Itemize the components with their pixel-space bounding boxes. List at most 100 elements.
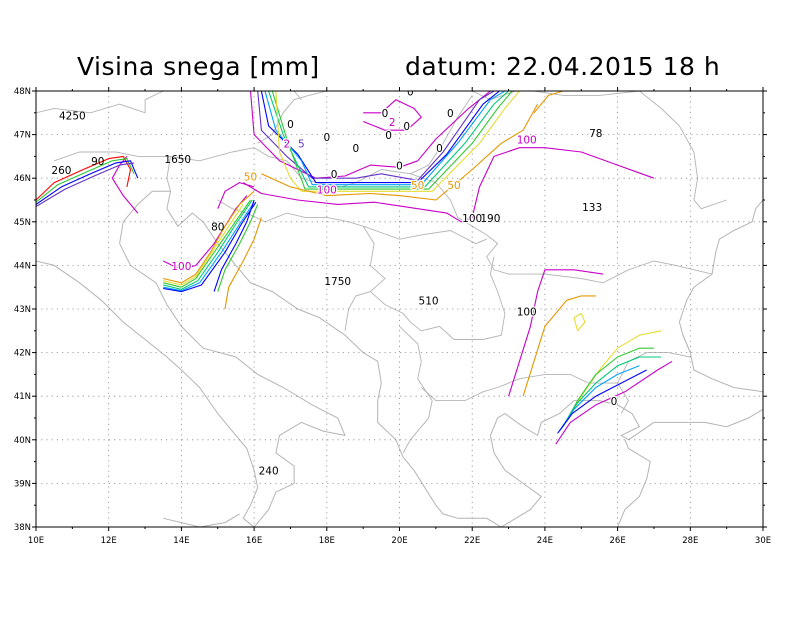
- snow-contour: [362, 99, 422, 131]
- country-border: [257, 91, 327, 144]
- lat-tick-label: 43N: [14, 305, 31, 315]
- contour-label: 0: [353, 143, 360, 155]
- coastline: [119, 190, 404, 527]
- contour-label: 5: [298, 139, 305, 151]
- contour-label: 50: [447, 180, 460, 192]
- axis-ticks: 10E 12E 14E 16E 18E 20E 22E 24E 26E 28E 30E 48N 47N 4…: [14, 87, 771, 546]
- snow-contour: [242, 147, 655, 223]
- coastline: [617, 439, 651, 527]
- snow-contour: [163, 204, 244, 286]
- snow-contour: [264, 91, 506, 186]
- contour-label: 0: [331, 169, 338, 181]
- contour-label: 0: [382, 108, 389, 120]
- lat-tick-label: 42N: [14, 349, 31, 359]
- lat-tick-label: 44N: [14, 261, 31, 271]
- map-date: datum: 22.04.2015 18 h: [405, 52, 721, 81]
- snow-depth-value: 260: [51, 165, 71, 177]
- lon-tick-label: 16E: [246, 536, 262, 546]
- country-border: [682, 335, 691, 353]
- country-border: [293, 91, 302, 100]
- snow-contour: [111, 156, 139, 214]
- map-title: Visina snega [mm]: [77, 52, 320, 81]
- snow-contour: [163, 190, 255, 284]
- lon-tick-label: 26E: [610, 536, 626, 546]
- country-border: [217, 199, 386, 331]
- contour-label: 0: [403, 121, 410, 133]
- snow-depth-value: 1750: [324, 276, 351, 288]
- value-label-layer: 4250 260 90 1650 80 1750 510 190 78 133 240: [51, 110, 602, 477]
- lon-tick-label: 30E: [755, 536, 771, 546]
- snow-contour: [163, 201, 255, 292]
- snow-contour: [217, 204, 259, 292]
- snow-contour: [573, 312, 586, 332]
- snow-contour: [163, 199, 253, 290]
- contour-label: 2: [283, 139, 290, 151]
- country-border: [533, 91, 640, 96]
- contour-label: 100: [517, 134, 537, 146]
- contour-label: 100: [462, 213, 482, 225]
- snow-depth-value: 510: [419, 296, 439, 308]
- lat-tick-label: 40N: [14, 436, 31, 446]
- country-border: [410, 95, 473, 175]
- contour-label: 0: [611, 396, 618, 408]
- snow-depth-value: 240: [259, 466, 279, 478]
- country-border: [639, 91, 727, 210]
- snow-contour: [249, 91, 491, 179]
- lat-tick-label: 48N: [14, 87, 31, 97]
- country-border: [420, 352, 691, 402]
- snow-contour: [560, 356, 662, 430]
- coastline-layer: [36, 190, 763, 527]
- border-layer: [36, 91, 727, 454]
- lat-tick-label: 41N: [14, 392, 31, 402]
- lon-tick-label: 18E: [319, 536, 335, 546]
- snow-depth-value: 90: [91, 156, 104, 168]
- snow-contour: [557, 369, 647, 434]
- country-border: [617, 382, 630, 414]
- snow-contour: [268, 91, 509, 188]
- snow-depth-value: 133: [582, 202, 602, 214]
- coastline: [36, 260, 259, 527]
- lon-tick-label: 10E: [28, 536, 44, 546]
- lat-tick-label: 46N: [14, 174, 31, 184]
- lat-tick-label: 45N: [14, 218, 31, 228]
- contour-label: 100: [517, 307, 537, 319]
- snow-contour: [271, 91, 513, 190]
- snow-depth-value: 78: [589, 128, 602, 140]
- snow-depth-value: 80: [211, 222, 224, 234]
- coastline: [163, 513, 240, 527]
- contour-label: 0: [436, 143, 443, 155]
- lon-tick-label: 24E: [537, 536, 553, 546]
- snow-contour: [261, 103, 539, 201]
- contour-label: 0: [407, 86, 414, 98]
- snow-contour: [522, 295, 596, 397]
- country-border: [399, 326, 433, 454]
- snow-contour: [558, 365, 640, 432]
- snow-contour: [217, 182, 255, 209]
- contour-label: 50: [411, 180, 424, 192]
- coastline: [678, 199, 763, 393]
- contour-label: 2: [389, 117, 396, 129]
- country-border: [54, 147, 357, 188]
- snow-depth-value: 1650: [164, 154, 191, 166]
- contour-label: 0: [396, 82, 403, 94]
- lon-tick-label: 20E: [391, 536, 407, 546]
- contour-label: 50: [244, 171, 257, 183]
- lon-tick-label: 28E: [682, 536, 698, 546]
- contour-label: 0: [287, 119, 294, 131]
- snow-contour: [533, 91, 564, 114]
- country-border: [363, 225, 487, 245]
- lat-tick-label: 38N: [14, 523, 31, 533]
- contour-label: 0: [396, 160, 403, 172]
- lat-tick-label: 39N: [14, 479, 31, 489]
- contour-label: 0: [323, 132, 330, 144]
- snow-contour: [224, 217, 262, 310]
- snow-contour: [257, 91, 495, 181]
- snow-contour: [36, 155, 132, 201]
- lon-tick-label: 14E: [173, 536, 189, 546]
- contour-label: 0: [385, 130, 392, 142]
- lon-tick-label: 22E: [464, 536, 480, 546]
- snow-contour: [36, 162, 135, 207]
- country-border: [36, 91, 182, 114]
